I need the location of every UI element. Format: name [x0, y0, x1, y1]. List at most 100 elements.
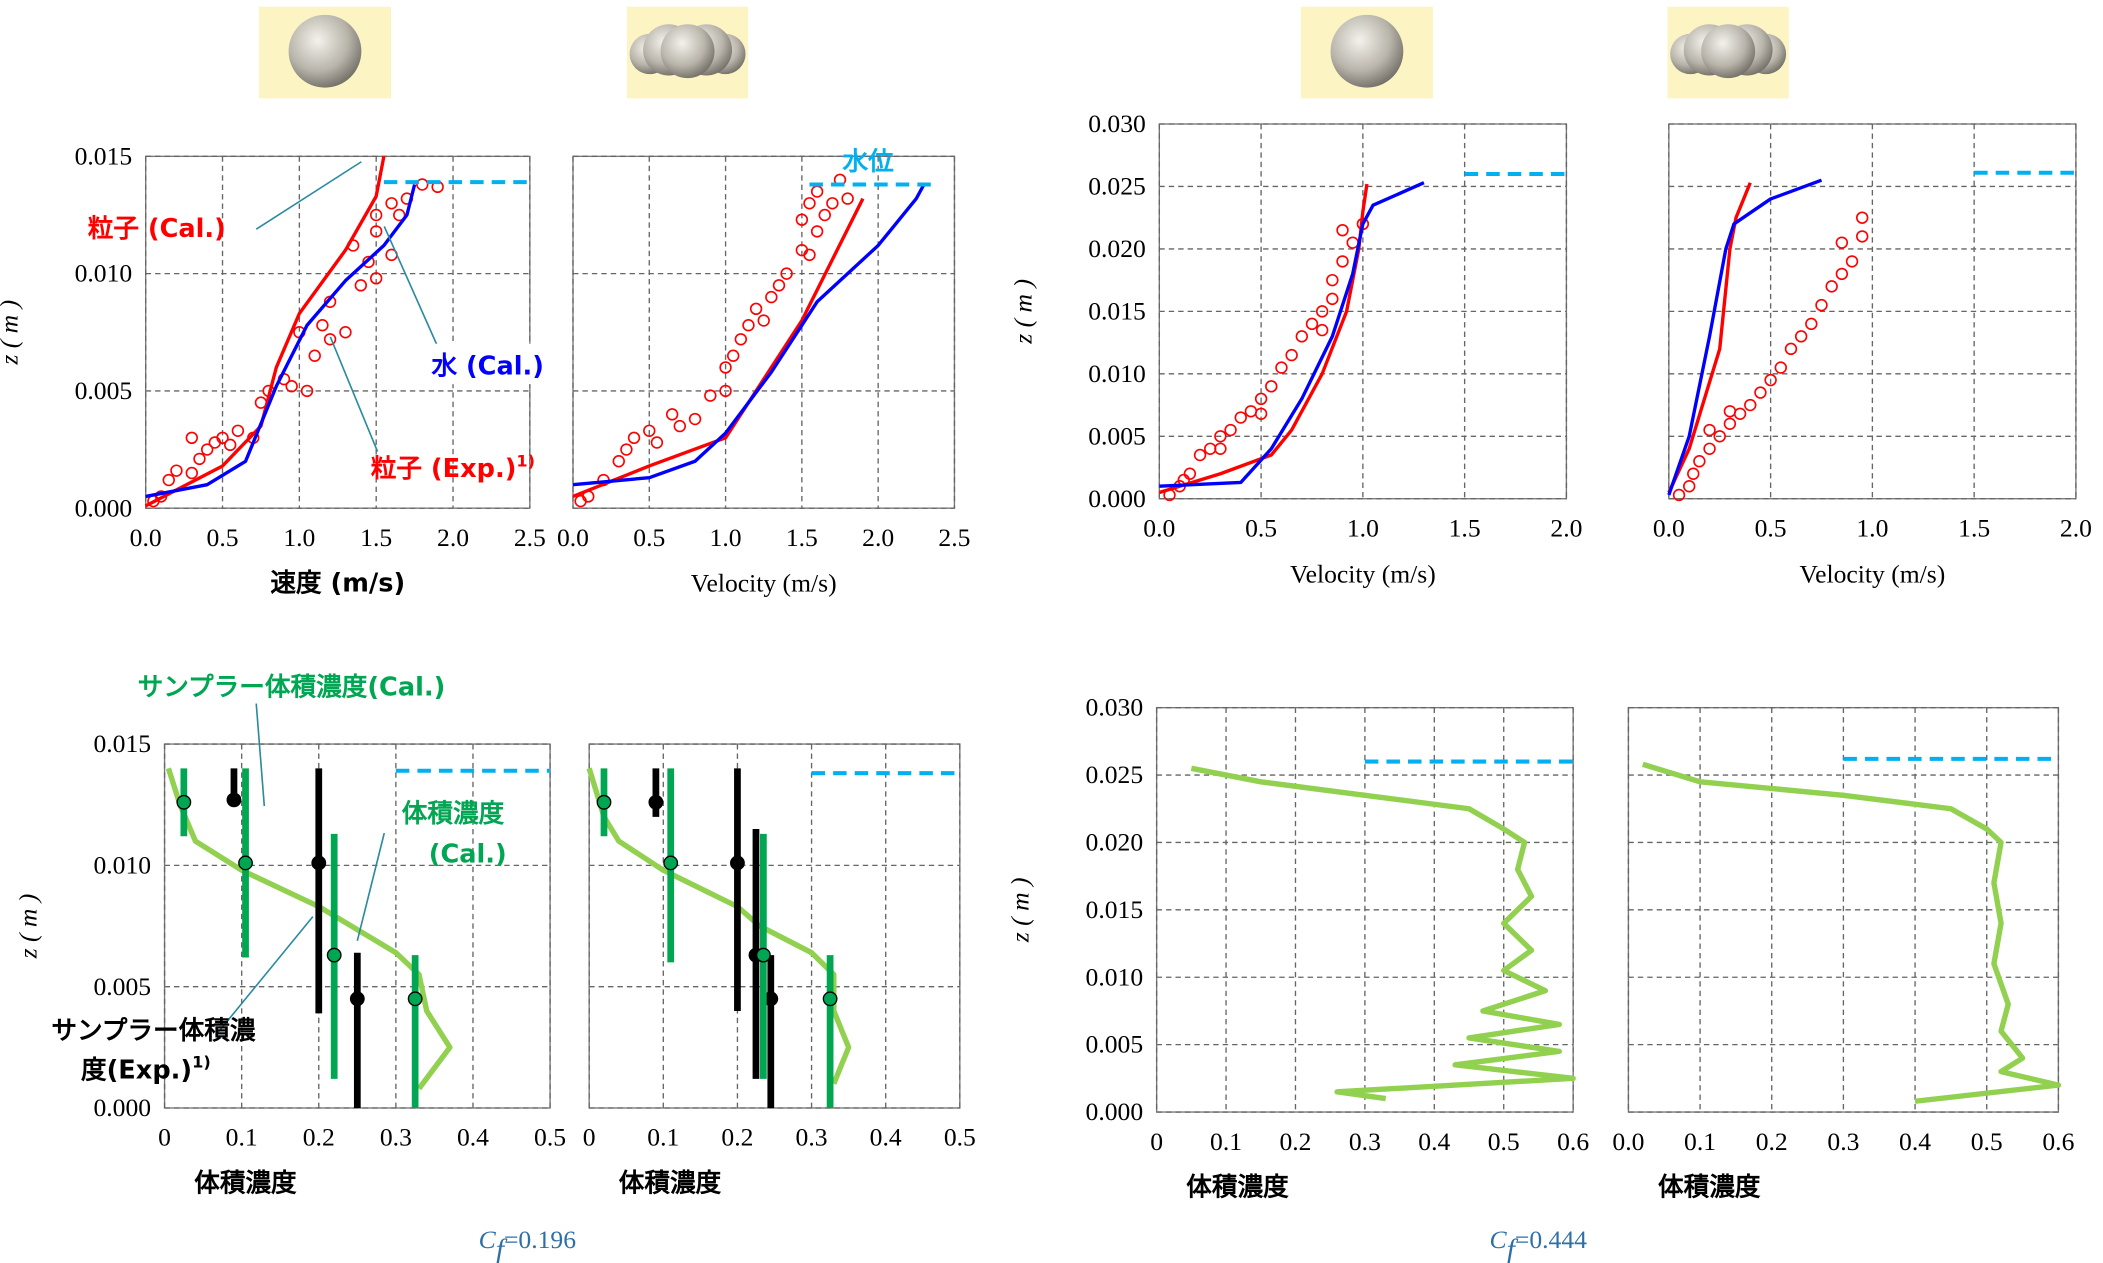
data-point — [1774, 361, 1787, 374]
data-point — [643, 424, 656, 437]
caption: Cf=0.444 — [1490, 1225, 1588, 1263]
data-point — [688, 412, 702, 426]
x-axis-label: 体積濃度 — [1186, 1173, 1289, 1203]
x-tick-label: 2.5 — [938, 523, 970, 552]
profile-line — [1667, 178, 1823, 496]
y-axis-label: z ( m ) — [14, 894, 43, 960]
x-tick-label: 0.3 — [380, 1123, 412, 1152]
x-tick-label: 0.2 — [1279, 1127, 1311, 1156]
data-point — [1713, 430, 1726, 443]
data-point — [1703, 423, 1716, 437]
plot-area — [588, 743, 961, 1109]
data-point — [719, 361, 732, 374]
data-point — [354, 279, 368, 292]
data-point — [407, 991, 423, 1007]
profile-line — [572, 183, 926, 487]
captions: Cf =0.196 Cf=0.444 — [479, 1225, 1588, 1263]
panel: 0.0 0.1 0.2 0.3 0.4 0.5 0.6 体積濃度 — [1612, 706, 2075, 1203]
annotation-text: サンプラー体積濃度(Cal.) — [138, 673, 446, 703]
annotation: 粒子 (Cal.) — [88, 214, 226, 244]
x-tick-label: 0.4 — [870, 1123, 902, 1152]
caption-value: =0.196 — [504, 1225, 576, 1254]
x-tick-label: 2.0 — [1550, 513, 1582, 542]
x-tick-label: 0.3 — [1349, 1127, 1381, 1156]
data-point — [803, 248, 816, 262]
data-point — [818, 208, 831, 222]
data-point — [316, 319, 329, 332]
panel: 0.0 0.5 1.0 1.5 2.0 Velocity (m/s) — [1653, 123, 2092, 588]
x-tick-label: 1.0 — [710, 523, 742, 552]
x-tick-label: 1.5 — [786, 523, 818, 552]
data-point — [185, 431, 198, 445]
data-point — [1672, 488, 1686, 502]
annotation-text: 粒子 (Cal.) — [88, 214, 226, 244]
y-tick-label: 0.025 — [1086, 760, 1144, 789]
x-tick-label: 0.5 — [534, 1123, 566, 1152]
annotation: 体積濃度 — [402, 799, 505, 829]
data-point — [1224, 423, 1237, 437]
data-point — [663, 855, 679, 871]
data-point — [224, 438, 237, 452]
data-point — [612, 455, 625, 468]
data-point — [1703, 442, 1716, 455]
data-point — [727, 349, 740, 362]
profile-line — [145, 184, 417, 499]
data-point — [810, 225, 824, 238]
data-point — [734, 333, 748, 346]
data-point — [648, 794, 664, 810]
data-point — [1326, 292, 1339, 306]
data-point — [673, 419, 686, 433]
x-tick-label: 0.4 — [457, 1123, 489, 1152]
plot-area — [572, 155, 956, 509]
x-tick-label: 0.5 — [944, 1123, 976, 1152]
label-bg — [424, 343, 560, 385]
data-point — [200, 443, 214, 456]
x-tick-label: 2.0 — [437, 523, 469, 552]
y-tick-label: 0.005 — [1086, 1030, 1144, 1059]
panel: 0 0.1 0.2 0.3 0.4 0.5 体積濃度 — [583, 743, 976, 1199]
particle-icons — [258, 6, 1789, 99]
x-tick-label: 0.4 — [1899, 1127, 1931, 1156]
data-point — [1234, 411, 1247, 424]
data-point — [1693, 455, 1706, 468]
data-point — [826, 197, 839, 210]
caption-subscript: f — [1507, 1234, 1519, 1263]
profile-line — [1641, 761, 2062, 1104]
profile-line — [586, 767, 852, 1085]
cluster-icon — [629, 24, 746, 79]
y-tick-label: 0.010 — [1088, 359, 1146, 388]
profile-line — [144, 156, 386, 508]
x-tick-label: 0.5 — [1755, 513, 1787, 542]
x-tick-label: 0.0 — [1612, 1127, 1644, 1156]
annotation: 度(Exp.)1) — [81, 1053, 211, 1086]
caption-symbol: C — [1490, 1225, 1508, 1254]
y-tick-label: 0.000 — [75, 493, 133, 522]
data-point — [1336, 255, 1349, 268]
y-axis-label: z ( m ) — [1008, 279, 1037, 345]
data-point — [1723, 405, 1737, 418]
data-point — [300, 384, 314, 398]
x-tick-label: 0.5 — [1488, 1127, 1520, 1156]
data-point — [1856, 211, 1869, 224]
panel: 0 0.1 0.2 0.3 0.4 0.5 0.6 0.000 0.005 0.010 0.015 0… — [1006, 693, 1590, 1203]
x-tick-label: 0.6 — [1557, 1127, 1589, 1156]
x-tick-label: 0.2 — [1756, 1127, 1788, 1156]
x-tick-label: 0.2 — [721, 1123, 753, 1152]
y-tick-label: 0.010 — [75, 259, 133, 288]
data-point — [1254, 392, 1268, 406]
data-point — [596, 794, 612, 810]
x-tick-label: 0 — [158, 1123, 171, 1152]
y-tick-label: 0.015 — [93, 729, 151, 758]
annotation-text: 水位 — [842, 147, 895, 177]
x-axis-label: 体積濃度 — [1658, 1173, 1761, 1203]
x-tick-label: 0.3 — [1827, 1127, 1859, 1156]
x-tick-label: 0.5 — [1245, 513, 1277, 542]
x-axis-label: 速度 (m/s) — [270, 569, 405, 599]
data-point — [1305, 317, 1319, 331]
x-tick-label: 1.5 — [1449, 513, 1481, 542]
y-tick-label: 0.020 — [1088, 234, 1146, 263]
data-point — [311, 855, 327, 871]
data-point — [170, 464, 183, 477]
data-point — [1265, 380, 1278, 393]
data-point — [620, 443, 633, 456]
